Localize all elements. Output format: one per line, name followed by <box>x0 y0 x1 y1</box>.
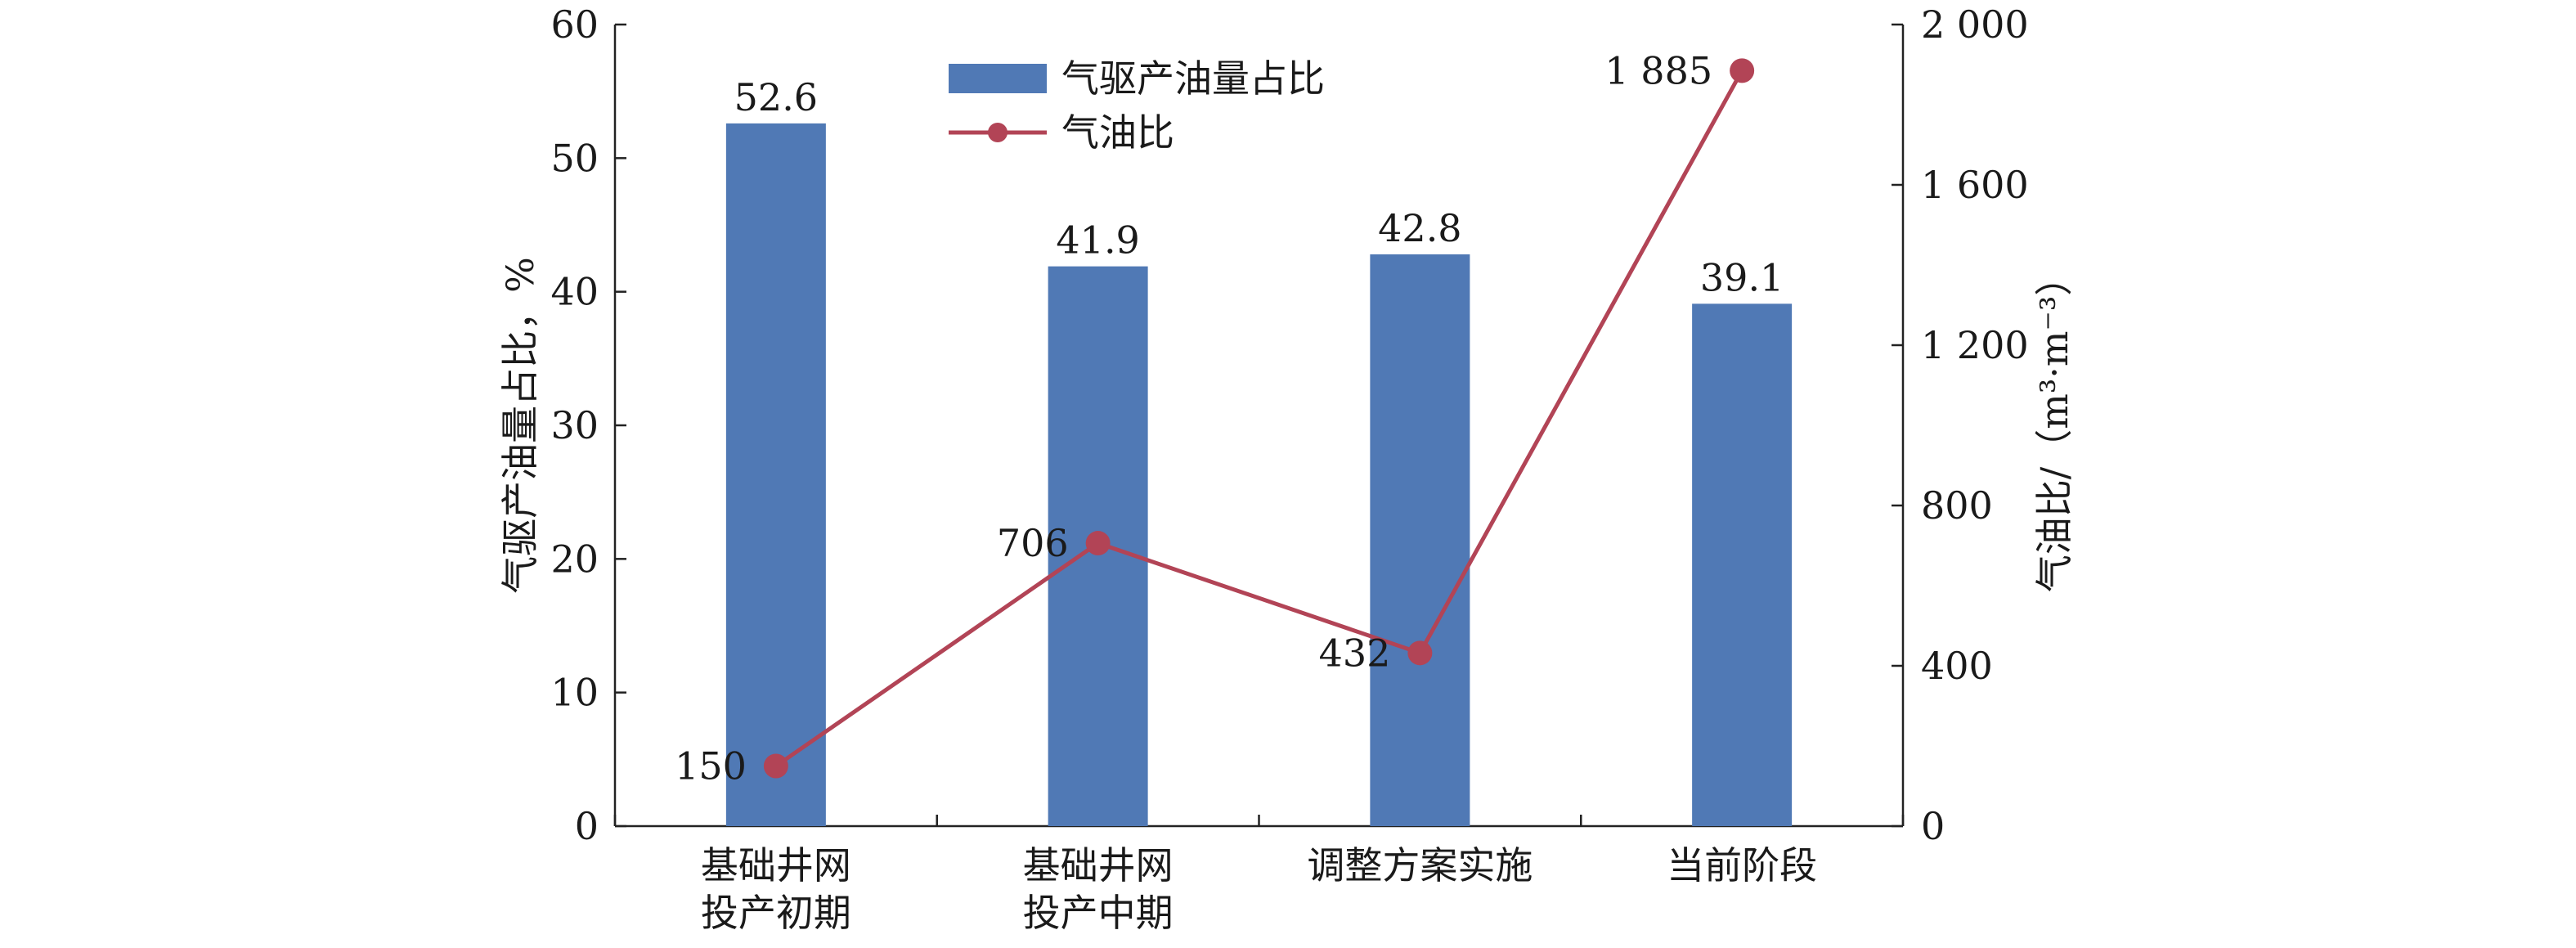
left-tick-label: 0 <box>575 804 599 848</box>
legend-line-label: 气油比 <box>1061 110 1174 155</box>
category-label: 投产初期 <box>701 891 851 935</box>
legend-bar-swatch <box>949 64 1047 93</box>
left-axis-title: 气驱产油量占比，% <box>498 257 542 594</box>
category-label: 基础井网 <box>1023 843 1174 887</box>
category-label: 当前阶段 <box>1667 843 1817 887</box>
gor-line <box>774 70 1744 768</box>
left-tick-label: 40 <box>550 270 599 314</box>
category-label: 基础井网 <box>701 843 851 887</box>
gor-value-label: 706 <box>997 521 1069 565</box>
gor-point <box>1730 58 1755 83</box>
gor-value-label: 150 <box>675 744 747 789</box>
category-label: 投产中期 <box>1023 891 1174 935</box>
right-tick-label: 1 600 <box>1921 163 2029 207</box>
right-tick-label: 0 <box>1921 804 1945 848</box>
left-tick-label: 20 <box>550 537 599 581</box>
bars-layer <box>725 123 1793 827</box>
gor-point <box>1407 640 1433 666</box>
bar <box>1370 254 1470 826</box>
right-tick-label: 2 000 <box>1921 2 2029 47</box>
bar-value-label: 39.1 <box>1700 255 1784 299</box>
legend-line-marker <box>988 123 1008 142</box>
bar-value-label: 41.9 <box>1056 218 1139 263</box>
right-tick-label: 800 <box>1921 483 1993 528</box>
bar-value-label: 42.8 <box>1378 206 1461 250</box>
gor-point <box>763 753 788 779</box>
right-tick-label: 1 200 <box>1921 323 2029 367</box>
category-label: 调整方案实施 <box>1307 843 1533 887</box>
left-tick-label: 10 <box>550 671 599 715</box>
right-tick-label: 400 <box>1921 644 1993 688</box>
gor-value-label: 1 885 <box>1604 48 1712 92</box>
line-layer <box>763 58 1755 779</box>
labels-layer: 52.6 41.9 42.8 39.1 150 706 432 1 885 <box>675 48 1784 788</box>
left-tick-label: 60 <box>550 2 599 47</box>
bar <box>1692 303 1793 826</box>
left-tick-label: 50 <box>550 136 599 180</box>
legend-bar-label: 气驱产油量占比 <box>1061 56 1325 101</box>
bar <box>725 123 826 826</box>
bar-value-label: 52.6 <box>734 75 818 119</box>
left-tick-label: 30 <box>550 403 599 447</box>
right-axis-title: 气油比/（m³·m⁻³） <box>2032 258 2076 593</box>
gor-value-label: 432 <box>1319 631 1391 675</box>
gor-point <box>1085 531 1111 556</box>
